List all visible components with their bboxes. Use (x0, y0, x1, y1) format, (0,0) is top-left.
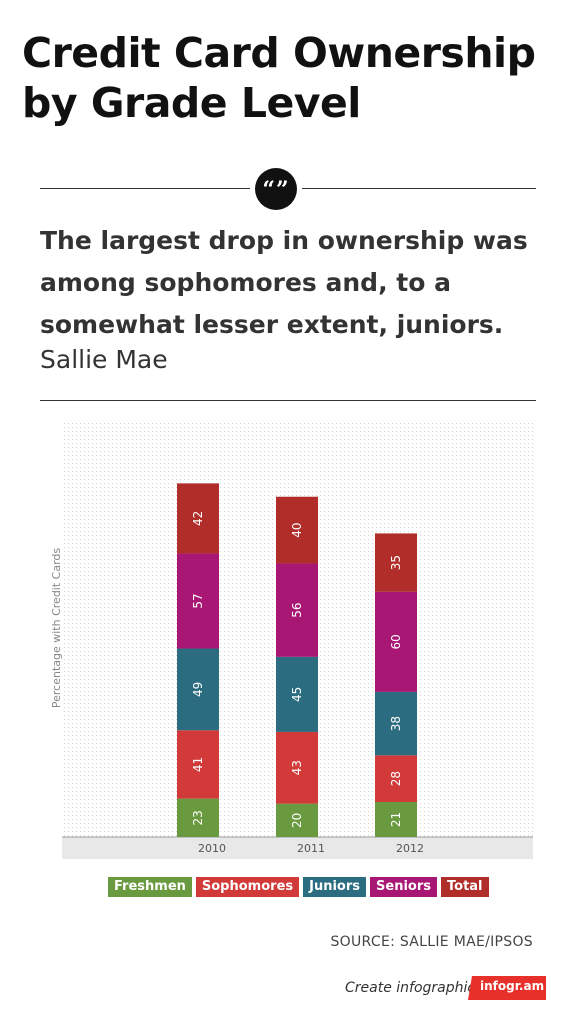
chart-title: Credit Card Ownership by Grade Level (22, 29, 536, 127)
bar-segment-sophomores-2012 (375, 755, 417, 802)
data-label-juniors-2010: 49 (191, 682, 205, 697)
data-label-juniors-2011: 45 (290, 687, 304, 702)
source-text: SOURCE: SALLIE MAE/IPSOS (330, 934, 533, 950)
bar-segment-seniors-2010 (177, 553, 219, 649)
bar-segment-total-2012 (375, 533, 417, 592)
footer-text[interactable]: Create infographics (345, 980, 483, 996)
bar-segment-total-2011 (276, 496, 318, 564)
legend-item-sophomores: Sophomores (195, 877, 300, 897)
x-tick-label-2012: 2012 (396, 842, 424, 855)
bar-segment-total-2010 (177, 483, 219, 554)
chart: Percentage with Credit Cards 23414957422… (50, 420, 533, 859)
x-tick-label-2011: 2011 (297, 842, 325, 855)
data-label-freshmen-2011: 20 (290, 813, 304, 828)
bar-segment-freshmen-2011 (276, 803, 318, 837)
bar-segment-juniors-2012 (375, 691, 417, 756)
legend-item-seniors: Seniors (370, 877, 437, 897)
data-label-total-2012: 35 (389, 555, 403, 570)
legend-item-juniors: Juniors (303, 877, 367, 897)
x-tick-group: 2010 2011 2012 (198, 842, 424, 855)
data-label-juniors-2012: 38 (389, 716, 403, 731)
bar-segment-sophomores-2011 (276, 731, 318, 804)
bar-segment-juniors-2011 (276, 656, 318, 732)
legend-item-total: Total (441, 877, 489, 897)
bar-segment-seniors-2011 (276, 563, 318, 657)
quote-text: The largest drop in ownership was among … (40, 226, 528, 339)
divider-bottom (40, 400, 536, 401)
bar-segment-freshmen-2012 (375, 801, 417, 837)
divider-left (40, 188, 250, 189)
bars-group: 23 41 49 57 42 20 43 45 56 40 21 28 38 60 35 (177, 483, 417, 837)
infogram-badge[interactable]: infogr.am (468, 976, 546, 1000)
bar-segment-freshmen-2010 (177, 798, 219, 837)
data-label-total-2011: 40 (290, 522, 304, 537)
y-axis-label: Percentage with Credit Cards (50, 548, 63, 709)
badge-label: infogr.am (480, 979, 545, 993)
bar-segment-juniors-2010 (177, 648, 219, 731)
x-tick-label-2010: 2010 (198, 842, 226, 855)
x-axis-band (62, 837, 533, 859)
quote-icon: “” (255, 168, 297, 210)
badge-shape-icon (468, 976, 546, 1000)
quote-source: Sallie Mae (40, 345, 168, 374)
data-label-total-2010: 42 (191, 511, 205, 526)
data-label-sophomores-2011: 43 (290, 760, 304, 775)
legend: Freshmen Sophomores Juniors Seniors Total (108, 877, 489, 897)
data-label-sophomores-2012: 28 (389, 771, 403, 786)
data-label-freshmen-2012: 21 (389, 812, 403, 827)
data-label-seniors-2011: 56 (290, 603, 304, 618)
bar-segment-sophomores-2010 (177, 730, 219, 799)
data-label-seniors-2012: 60 (389, 634, 403, 649)
legend-item-freshmen: Freshmen (108, 877, 192, 897)
data-label-freshmen-2010: 23 (191, 810, 205, 825)
data-label-seniors-2010: 57 (191, 593, 205, 608)
divider-right (302, 188, 536, 189)
bar-segment-seniors-2012 (375, 591, 417, 692)
data-label-sophomores-2010: 41 (191, 757, 205, 772)
